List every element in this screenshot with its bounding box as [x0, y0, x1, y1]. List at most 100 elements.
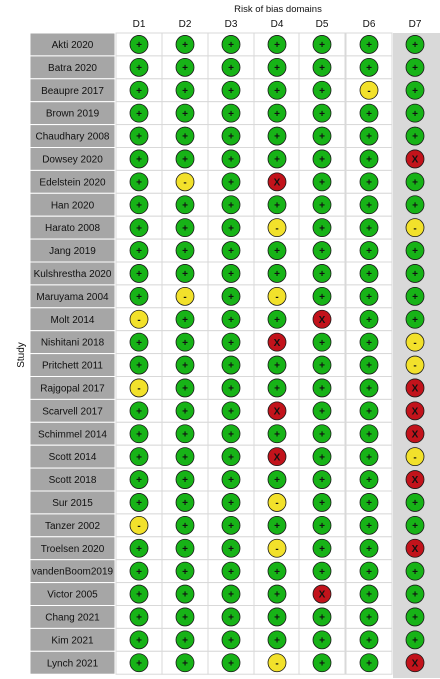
judgement-low-dot	[175, 103, 195, 123]
judgement-low-dot	[359, 401, 379, 421]
judgement-low-dot	[267, 264, 287, 283]
judgement-high-dot	[405, 653, 425, 673]
domain-header-d6: D6	[363, 19, 376, 30]
judgement-symbol: -	[275, 292, 278, 303]
judgement-some-dot	[405, 332, 425, 352]
judgement-low-dot	[175, 195, 195, 215]
judgement-symbol: +	[228, 246, 234, 257]
judgement-low-dot	[129, 493, 149, 512]
judgement-low-dot	[129, 149, 149, 169]
judgement-symbol: +	[182, 384, 188, 395]
study-label: vandenBoom2019	[32, 567, 114, 578]
judgement-symbol: +	[228, 406, 234, 417]
judgement-symbol: +	[319, 40, 325, 51]
judgement-symbol: +	[228, 63, 234, 74]
judgement-low-dot	[359, 286, 379, 306]
study-label: Han 2020	[51, 200, 95, 211]
judgement-symbol: +	[136, 429, 142, 440]
judgement-symbol: +	[274, 613, 280, 624]
judgement-symbol: +	[182, 658, 188, 669]
judgement-symbol: +	[136, 590, 142, 601]
judgement-symbol: +	[366, 498, 372, 509]
judgement-symbol: +	[274, 567, 280, 578]
judgement-symbol: +	[136, 452, 142, 463]
judgement-symbol: X	[412, 384, 419, 395]
judgement-low-dot	[405, 584, 425, 604]
study-label: Lynch 2021	[47, 658, 99, 669]
judgement-symbol: +	[228, 315, 234, 326]
judgement-symbol: +	[182, 361, 188, 372]
judgement-some-dot	[267, 538, 287, 558]
judgement-low-dot	[267, 378, 287, 398]
judgement-low-dot	[129, 424, 149, 444]
judgement-symbol: +	[228, 155, 234, 166]
judgement-symbol: +	[366, 109, 372, 120]
table-row: Sur 2015 + + + - + + +	[29, 490, 425, 515]
judgement-symbol: X	[412, 155, 419, 166]
judgement-symbol: +	[182, 246, 188, 257]
judgement-low-dot	[129, 630, 149, 650]
judgement-symbol: +	[274, 109, 280, 120]
judgement-symbol: X	[319, 590, 326, 601]
judgement-low-dot	[221, 286, 241, 306]
judgement-low-dot	[312, 126, 332, 146]
judgement-symbol: +	[319, 132, 325, 143]
judgement-low-dot	[175, 561, 195, 581]
judgement-symbol: +	[228, 86, 234, 97]
judgement-low-dot	[312, 195, 332, 215]
judgement-low-dot	[221, 195, 241, 215]
judgement-low-dot	[129, 470, 149, 489]
table-row: Kulshrestha 2020 + + + + + + +	[29, 261, 425, 286]
domain-header-d1: D1	[133, 19, 146, 30]
study-label: Dowsey 2020	[42, 154, 103, 165]
judgement-low-dot	[405, 630, 425, 650]
judgement-symbol: +	[274, 155, 280, 166]
judgement-symbol: +	[319, 567, 325, 578]
judgement-low-dot	[312, 264, 332, 283]
judgement-symbol: +	[319, 452, 325, 463]
judgement-some-dot	[175, 172, 195, 192]
judgement-symbol: -	[275, 498, 278, 509]
judgement-some-dot	[267, 493, 287, 512]
judgement-low-dot	[221, 149, 241, 169]
study-label: Sur 2015	[52, 498, 93, 509]
judgement-low-dot	[267, 561, 287, 581]
judgement-symbol: -	[413, 361, 416, 372]
study-label: Edelstein 2020	[39, 177, 106, 188]
judgement-low-dot	[267, 126, 287, 146]
judgement-symbol: +	[136, 109, 142, 120]
judgement-symbol: +	[228, 223, 234, 234]
judgement-low-dot	[312, 80, 332, 100]
judgement-symbol: +	[182, 475, 188, 486]
figure-title: Risk of bias domains	[234, 4, 322, 15]
judgement-symbol: +	[182, 200, 188, 211]
judgement-some-dot	[129, 309, 149, 329]
judgement-low-dot	[129, 103, 149, 123]
judgement-low-dot	[221, 401, 241, 421]
judgement-low-dot	[312, 103, 332, 123]
judgement-symbol: +	[136, 658, 142, 669]
judgement-symbol: +	[412, 498, 418, 509]
judgement-symbol: +	[366, 246, 372, 257]
judgement-symbol: +	[274, 590, 280, 601]
study-label: Chang 2021	[45, 612, 100, 623]
judgement-some-dot	[175, 286, 195, 306]
judgement-symbol: +	[412, 292, 418, 303]
table-row: Maruyama 2004 + - + - + + +	[29, 284, 425, 309]
judgement-low-dot	[221, 493, 241, 512]
judgement-low-dot	[312, 35, 332, 54]
judgement-low-dot	[175, 515, 195, 535]
judgement-low-dot	[267, 241, 287, 260]
judgement-symbol: +	[136, 63, 142, 74]
judgement-low-dot	[312, 538, 332, 558]
judgement-low-dot	[312, 424, 332, 444]
domain-headers: D1 D2 D3 D4 D5 D6 D7	[133, 19, 422, 30]
judgement-symbol: +	[412, 86, 418, 97]
judgement-symbol: +	[228, 200, 234, 211]
judgement-symbol: +	[366, 177, 372, 188]
judgement-symbol: +	[182, 635, 188, 646]
judgement-low-dot	[267, 355, 287, 375]
judgement-low-dot	[175, 378, 195, 398]
judgement-symbol: +	[228, 521, 234, 532]
judgement-symbol: +	[136, 613, 142, 624]
